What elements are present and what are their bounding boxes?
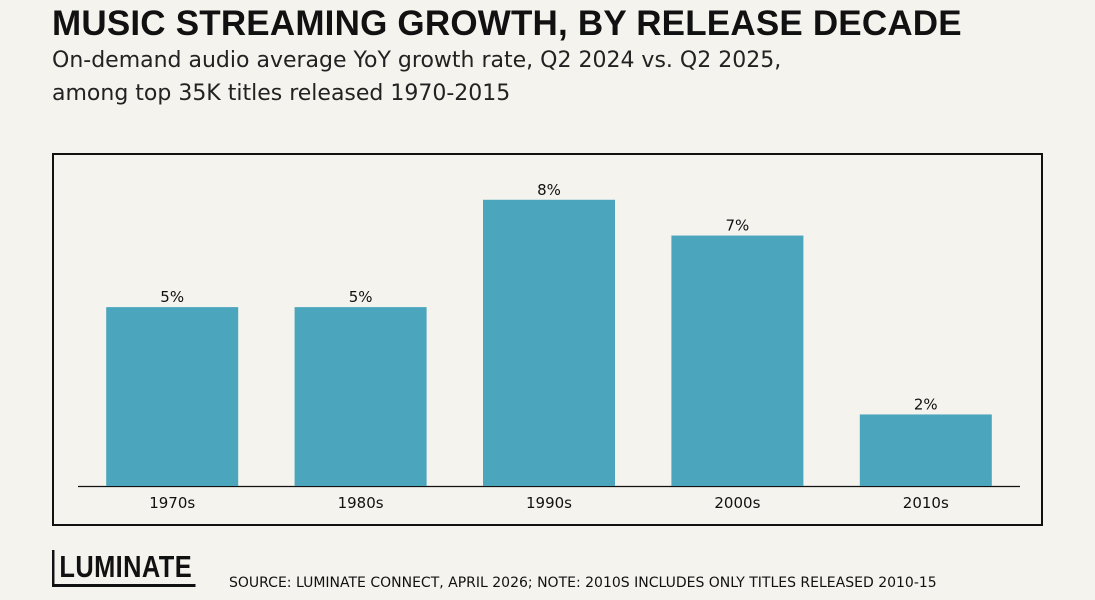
data-label-1970s: 5% xyxy=(160,288,184,306)
bar-1970s xyxy=(106,307,239,486)
chart-title: MUSIC STREAMING GROWTH, BY RELEASE DECAD… xyxy=(52,4,962,43)
data-label-2000s: 7% xyxy=(726,217,750,235)
subtitle-line-2: among top 35K titles released 1970-2015 xyxy=(52,81,511,106)
x-tick-label-2010s: 2010s xyxy=(903,494,949,512)
x-tick-label-1970s: 1970s xyxy=(149,494,195,512)
bar-2000s xyxy=(671,235,804,486)
data-label-2010s: 2% xyxy=(914,395,938,413)
data-label-1980s: 5% xyxy=(349,288,373,306)
data-label-1990s: 8% xyxy=(537,181,561,199)
luminate-logo: LUMINATE xyxy=(52,550,196,587)
x-tick-label-1990s: 1990s xyxy=(526,494,572,512)
bar-chart: 5% 1970s 5% 1980s 8% 1990s 7% 2000s 2% 2010s xyxy=(78,181,1020,512)
bar-1980s xyxy=(294,307,427,486)
subtitle-line-1: On-demand audio average YoY growth rate,… xyxy=(52,48,782,73)
chart-frame: 5% 1970s 5% 1980s 8% 1990s 7% 2000s 2% 2010s xyxy=(52,153,1043,526)
bar-2010s xyxy=(859,414,992,486)
chart-subtitle: On-demand audio average YoY growth rate,… xyxy=(52,44,952,110)
bar-1990s xyxy=(483,199,615,486)
x-tick-label-2000s: 2000s xyxy=(714,494,760,512)
x-tick-label-1980s: 1980s xyxy=(338,494,384,512)
source-note: SOURCE: LUMINATE CONNECT, APRIL 2026; NO… xyxy=(229,575,937,591)
